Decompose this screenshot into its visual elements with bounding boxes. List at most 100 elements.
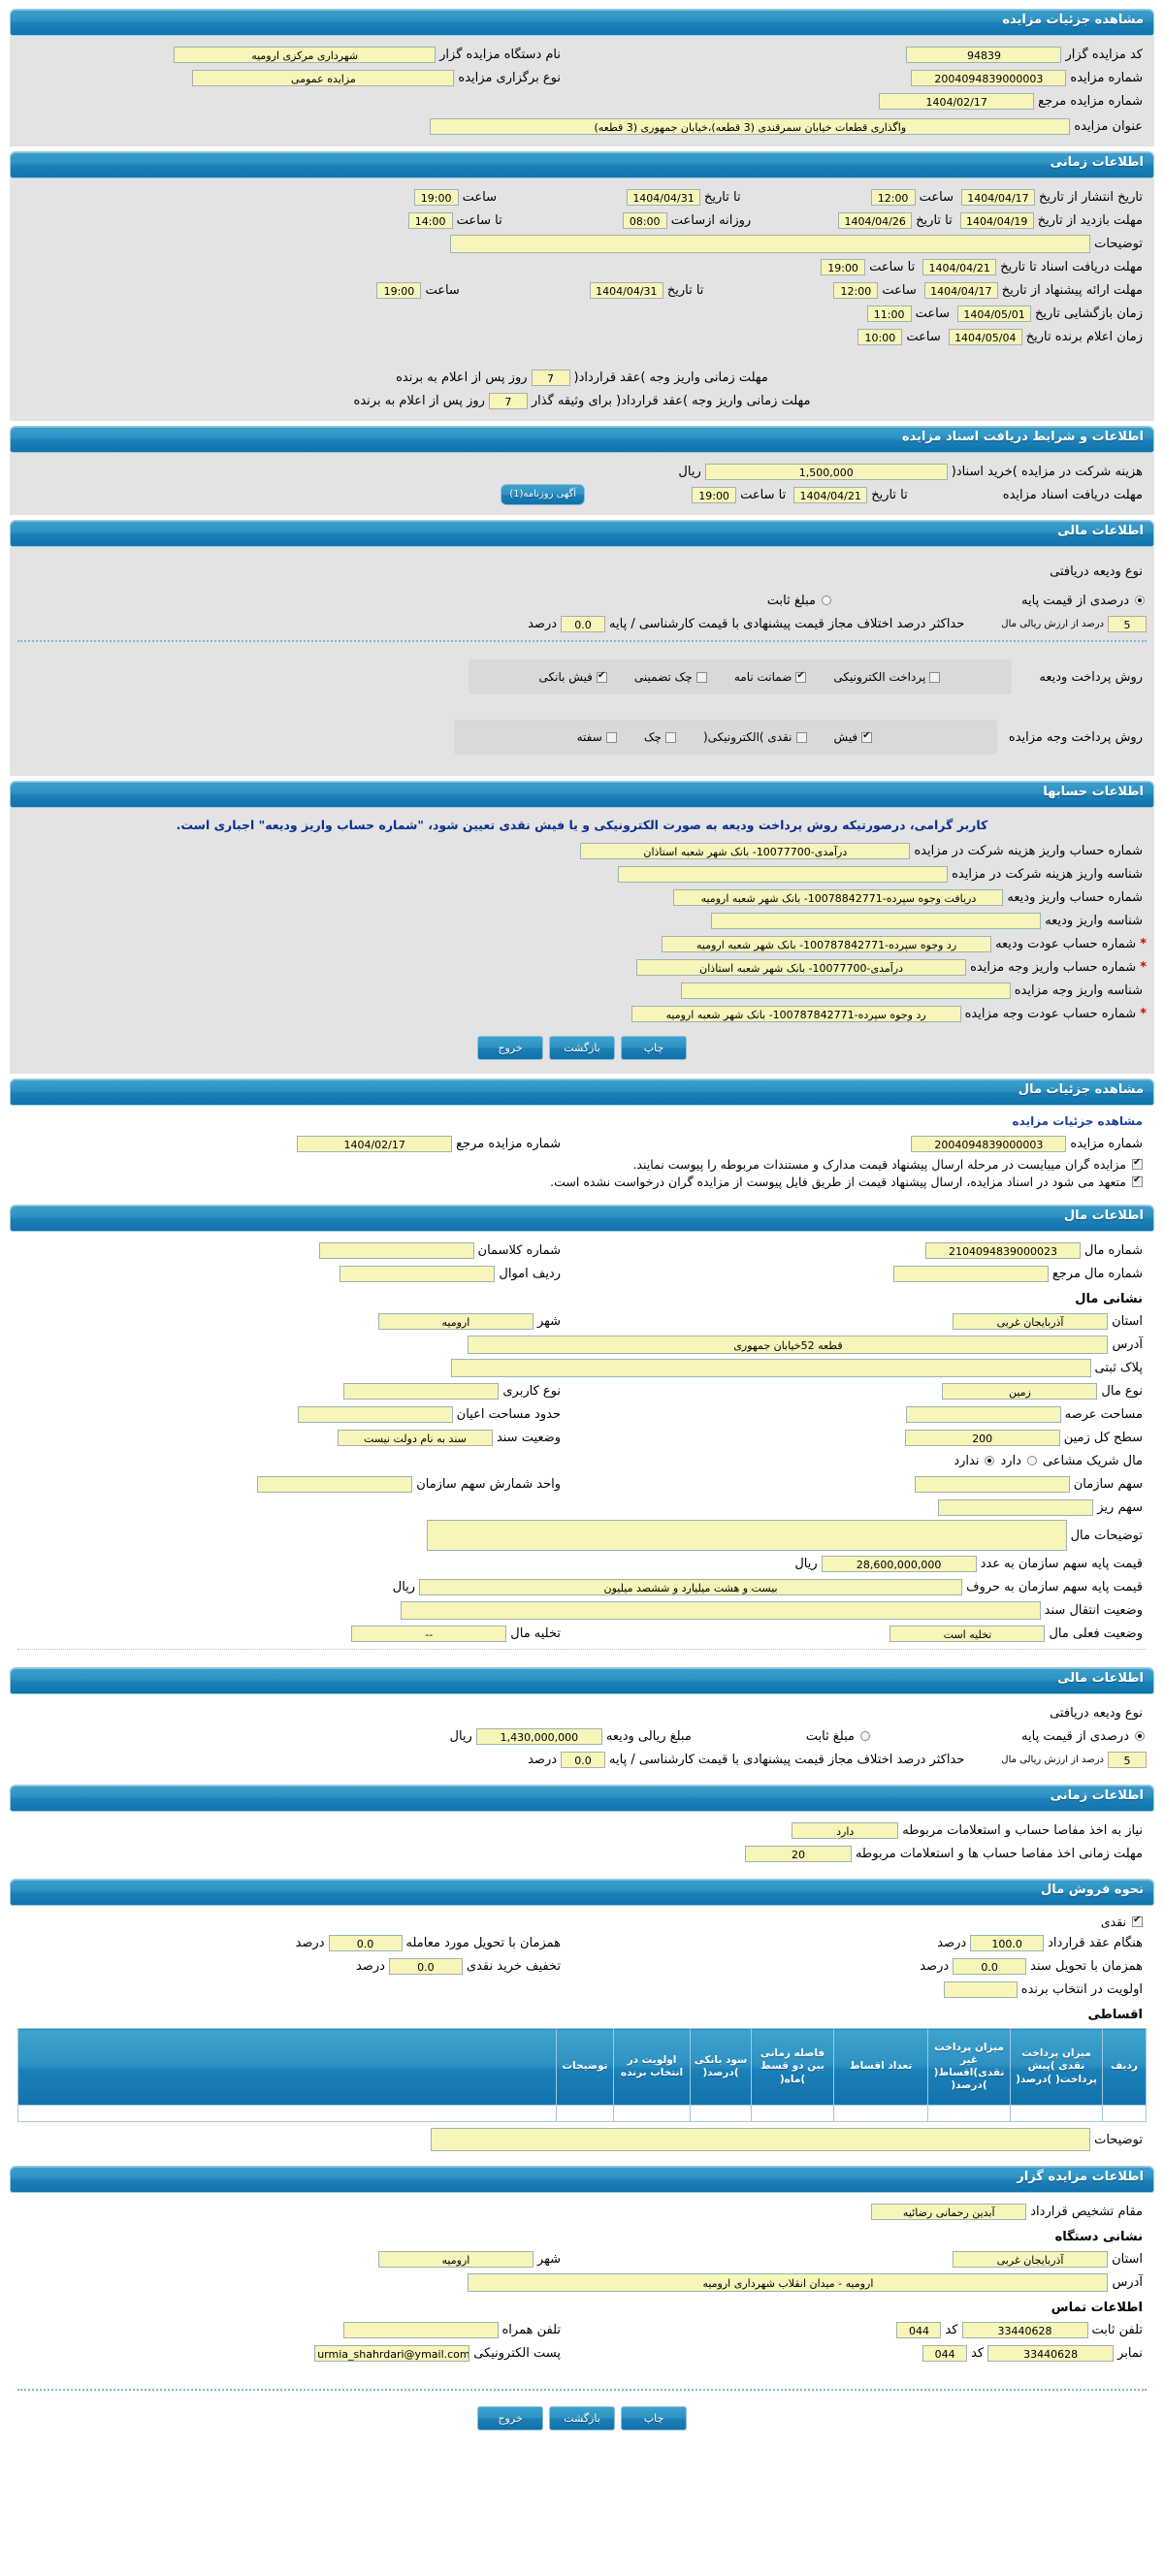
field-share-unit[interactable] xyxy=(257,1475,413,1493)
field-account-2[interactable]: دریافت وجوه سپرده-10078842771- بانک شهر … xyxy=(673,888,1004,906)
field-account-0[interactable]: درآمدی-10077700- بانک شهر شعبه استاذان xyxy=(580,842,911,859)
field-account-4[interactable]: رد وجوه سپرده-100787842771- بانک شهر شعب… xyxy=(662,935,992,952)
checkbox-cash-electronic[interactable] xyxy=(795,731,807,743)
field-open-date[interactable]: 1404/05/01 xyxy=(957,305,1032,322)
deposit-method-item-3[interactable]: فیش بانکی xyxy=(538,670,608,684)
field-auctioneer-province[interactable]: آذربایجان غربی xyxy=(953,2250,1109,2268)
print-button-bottom[interactable]: چاپ xyxy=(621,2406,687,2431)
checkbox-guaranteed-check[interactable] xyxy=(695,671,707,683)
field-usage-type[interactable] xyxy=(343,1382,500,1400)
link-view-auction-details[interactable]: مشاهده جزئیات مزایده xyxy=(1012,1114,1143,1128)
field-fax[interactable]: 33440628 xyxy=(987,2344,1115,2362)
field-deposit-amount[interactable]: 1,430,000,000 xyxy=(475,1727,602,1745)
checkbox-receipt[interactable] xyxy=(861,730,873,743)
field-auctioneer-city[interactable]: ارومیه xyxy=(377,2250,534,2268)
field-docs-deadline-date[interactable]: 1404/04/21 xyxy=(922,258,997,275)
field-total-land[interactable]: 200 xyxy=(904,1429,1060,1446)
back-button-bottom[interactable]: بازگشت xyxy=(549,2406,615,2431)
field-property-type[interactable]: زمین xyxy=(942,1382,1098,1400)
field-org-share[interactable] xyxy=(914,1475,1070,1493)
checkbox-attach-docs[interactable] xyxy=(1132,1157,1143,1170)
field-offer-to-date[interactable]: 1404/04/31 xyxy=(589,281,663,299)
field-open-time[interactable]: 11:00 xyxy=(866,305,912,322)
field-on-delivery-doc-percent[interactable]: 0.0 xyxy=(953,1957,1027,1975)
field-need-clearance[interactable]: دارد xyxy=(792,1821,899,1839)
radio-shared-no[interactable] xyxy=(985,1456,995,1465)
field-area-code-1[interactable]: 044 xyxy=(896,2321,942,2338)
field-publish-from-date[interactable]: 1404/04/17 xyxy=(960,188,1035,206)
field-asset-row[interactable] xyxy=(340,1265,496,1282)
field-base-price-number[interactable]: 28,600,000,000 xyxy=(821,1555,977,1572)
field-landline[interactable]: 33440628 xyxy=(961,2321,1088,2338)
field-account-7[interactable]: رد وجوه سپرده-100787842771- بانک شهر شعب… xyxy=(630,1005,961,1022)
field-pay-deadline-days-a[interactable]: 7 xyxy=(531,369,570,386)
field-winner-priority[interactable] xyxy=(943,1980,1018,1998)
radio-shared-yes[interactable] xyxy=(1026,1456,1037,1465)
checkbox-promissory-note[interactable] xyxy=(605,731,617,743)
pay-method-item-1[interactable]: نقدی )الکترونیکی( xyxy=(703,730,809,744)
field-account-1[interactable] xyxy=(618,865,949,883)
back-button[interactable]: بازگشت xyxy=(549,1036,615,1060)
radio-percent-of-base[interactable] xyxy=(1135,596,1145,605)
field-province[interactable]: آذربایجان غربی xyxy=(953,1312,1109,1330)
exit-button[interactable]: خروج xyxy=(477,1036,543,1060)
field-account-5[interactable]: درآمدی-10077700- بانک شهر شعبه استاذان xyxy=(636,958,967,976)
checkbox-bank-receipt[interactable] xyxy=(596,670,607,683)
field-on-contract-percent[interactable]: 100.0 xyxy=(970,1934,1045,1951)
field-auction-title[interactable]: واگذاری قطعات خیابان سمرقندی (3 قطعه)،خی… xyxy=(430,117,1071,135)
print-button[interactable]: چاپ xyxy=(621,1036,687,1060)
field-property-ref[interactable]: 1404/02/17 xyxy=(297,1135,453,1152)
field-base-price-words[interactable]: بیست و هشت میلیارد و ششصد میلیون xyxy=(419,1578,963,1595)
field-winner-date[interactable]: 1404/05/04 xyxy=(948,328,1022,345)
field-max-diff-percent-2[interactable]: 0.0 xyxy=(561,1751,606,1768)
field-auctioneer-address[interactable]: ارومیه - میدان انقلاب شهرداری ارومیه xyxy=(468,2272,1109,2292)
field-contract-authority[interactable]: آبدین رحمانی رضائیه xyxy=(871,2203,1027,2220)
field-property-notes[interactable] xyxy=(426,1520,1067,1551)
field-mobile[interactable] xyxy=(342,2321,499,2338)
field-visit-to-date[interactable]: 1404/04/26 xyxy=(838,211,913,229)
deposit-method-item-2[interactable]: چک تضمینی xyxy=(634,670,709,684)
field-on-delivery-goods-percent[interactable]: 0.0 xyxy=(328,1934,403,1951)
field-pay-deadline-days-b[interactable]: 7 xyxy=(488,392,528,409)
field-docs-deadline-date-2[interactable]: 1404/04/21 xyxy=(793,486,868,503)
field-email[interactable]: urmia_shahrdari@ymail.com xyxy=(314,2344,470,2362)
field-transfer-status[interactable] xyxy=(400,1600,1041,1620)
field-building-area[interactable] xyxy=(297,1405,453,1423)
field-max-diff-percent[interactable]: 0.0 xyxy=(561,615,606,632)
field-ref-number[interactable]: 1404/02/17 xyxy=(879,92,1035,110)
field-participation-cost[interactable]: 1,500,000 xyxy=(704,463,948,480)
field-auction-type[interactable]: مزایده عمومی xyxy=(192,69,455,86)
field-property-ref-number[interactable] xyxy=(892,1265,1049,1282)
field-account-3[interactable] xyxy=(711,912,1042,929)
radio-fixed-amount-2[interactable] xyxy=(860,1731,871,1741)
field-cash-discount-percent[interactable]: 0.0 xyxy=(388,1957,463,1975)
field-land-area[interactable] xyxy=(905,1405,1061,1423)
field-publish-to-date[interactable]: 1404/04/31 xyxy=(627,188,701,206)
field-sale-notes[interactable] xyxy=(431,2128,1091,2151)
field-docs-deadline-time[interactable]: 19:00 xyxy=(821,258,866,275)
field-registration-plate[interactable] xyxy=(450,1358,1091,1377)
pay-method-item-3[interactable]: سفته xyxy=(577,730,619,744)
exit-button-bottom[interactable]: خروج xyxy=(477,2406,543,2431)
field-daily-from-time[interactable]: 08:00 xyxy=(622,211,667,229)
field-deposit-percent[interactable]: 5 xyxy=(1108,615,1147,632)
field-timing-notes[interactable] xyxy=(450,234,1091,253)
field-offer-to-time[interactable]: 19:00 xyxy=(376,281,422,299)
field-visit-from-date[interactable]: 1404/04/19 xyxy=(959,211,1034,229)
field-evacuation[interactable]: -- xyxy=(351,1625,507,1642)
field-property-auction-number[interactable]: 2004094839000003 xyxy=(911,1135,1067,1152)
field-winner-time[interactable]: 10:00 xyxy=(857,328,903,345)
field-docs-deadline-time-2[interactable]: 19:00 xyxy=(692,486,737,503)
checkbox-electronic-payment[interactable] xyxy=(929,671,941,683)
deposit-method-item-1[interactable]: ضمانت نامه xyxy=(734,670,809,684)
field-auction-number[interactable]: 2004094839000003 xyxy=(911,69,1067,86)
newspaper-ad-button[interactable]: آگهی روزنامه(1) xyxy=(501,484,586,505)
checkbox-cash-sale[interactable] xyxy=(1132,1915,1143,1927)
radio-percent-of-base-2[interactable] xyxy=(1135,1731,1145,1741)
field-auction-code[interactable]: 94839 xyxy=(906,46,1062,63)
checkbox-guarantee-letter[interactable] xyxy=(795,670,807,683)
field-publish-to-time[interactable]: 19:00 xyxy=(413,188,459,206)
field-offer-from-date[interactable]: 1404/04/17 xyxy=(923,281,998,299)
field-offer-from-time[interactable]: 12:00 xyxy=(833,281,879,299)
field-address[interactable]: قطعه 52خیابان جمهوری xyxy=(468,1335,1109,1354)
